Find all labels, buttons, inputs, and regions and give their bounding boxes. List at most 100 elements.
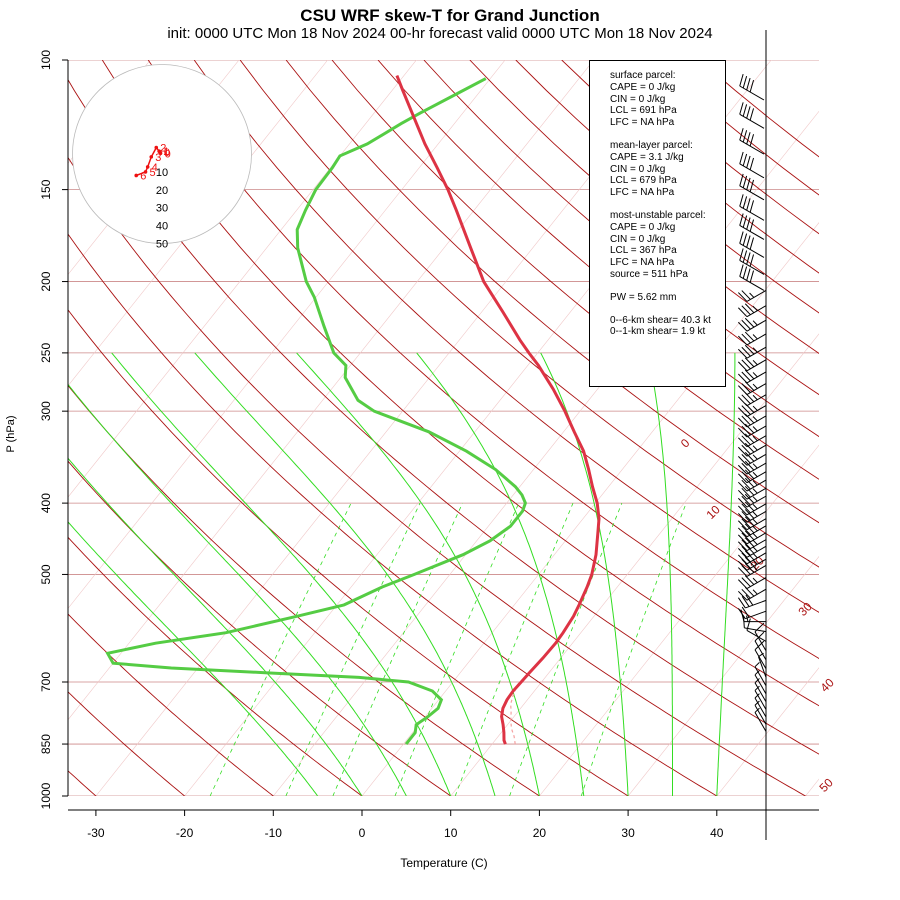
wind-barb-flag	[754, 640, 765, 651]
y-axis-label: P (hPa)	[5, 415, 17, 452]
wind-barb-flag	[742, 153, 748, 166]
wind-barb-flag	[741, 487, 751, 498]
moist-adiabat-line	[416, 352, 585, 796]
wind-barb-flag	[744, 501, 755, 512]
wind-barb-flag	[741, 319, 751, 330]
info-line: PW = 5.62 mm	[610, 291, 677, 303]
mixing-ratio-label: 1	[201, 798, 214, 810]
plot-frame	[67, 30, 819, 840]
wind-barb-flag	[739, 194, 744, 207]
wind-barb-flag	[744, 317, 755, 328]
wind-barb-shaft	[739, 185, 765, 201]
wind-barb-shaft	[746, 371, 767, 384]
wind-barb-shaft	[739, 276, 765, 291]
wind-barb-flag	[742, 130, 748, 143]
wind-barb-shaft	[754, 640, 767, 661]
wind-barb-flag	[741, 371, 751, 382]
wind-barb-half-flag	[752, 526, 758, 532]
wind-barb-flag	[742, 215, 748, 228]
moist-adiabat-line	[647, 352, 673, 796]
mixing-ratio-line	[509, 502, 623, 796]
wind-barb-flag	[739, 248, 744, 261]
wind-barb-flag	[744, 303, 755, 314]
wind-barb-half-flag	[754, 700, 760, 706]
hodograph-point	[145, 165, 150, 169]
wind-barb-flag	[739, 128, 744, 141]
wind-barb-flag	[744, 460, 755, 471]
dry-adiabat-line	[68, 78, 819, 755]
moist-adiabat-line	[716, 352, 736, 796]
info-block: most-unstable parcel: CAPE = 0 J/kg CIN = …	[610, 210, 725, 281]
isotherm-line	[95, 60, 683, 796]
wind-barb-half-flag	[752, 416, 758, 422]
wind-barb-flag	[744, 413, 755, 424]
y-tick-label: 850	[39, 734, 53, 754]
info-line: CAPE = 0 J/kg	[610, 221, 676, 233]
wind-barb-flag	[749, 200, 755, 213]
wind-barb-flag	[737, 307, 748, 318]
wind-barb-flag	[745, 594, 754, 606]
dry-adiabat-line	[68, 156, 807, 796]
wind-barb-flag	[749, 134, 755, 147]
wind-barb-flag	[742, 233, 748, 246]
wind-barb-flag	[749, 237, 755, 250]
x-axis-label: Temperature (C)	[400, 856, 487, 870]
wind-barb-half-flag	[754, 685, 760, 691]
wind-barb-flag	[737, 548, 748, 558]
dry-adiabat-line	[193, 60, 819, 613]
wind-barb-flag	[737, 292, 748, 302]
wind-barb-shaft	[739, 243, 765, 258]
wind-barb-shaft	[746, 319, 767, 332]
wind-barb-flag	[737, 335, 748, 346]
wind-barb-flag	[754, 622, 765, 633]
moist-adiabat-line	[111, 352, 452, 796]
x-tick-label: 30	[621, 826, 635, 840]
wind-barb-flag	[746, 106, 751, 119]
isotherm-line	[273, 110, 819, 796]
wind-barb-flag	[744, 563, 755, 573]
wind-barb-flag	[744, 516, 755, 527]
wind-barb-flag	[741, 539, 751, 549]
wind-barb-flag	[744, 523, 755, 534]
wind-barb-flag	[739, 213, 744, 226]
x-tick-label: 0	[359, 826, 366, 840]
dry-adiabat-line	[68, 309, 629, 796]
wind-barb-flag	[744, 485, 755, 496]
info-line: LCL = 679 hPa	[610, 175, 677, 187]
wind-barb-shaft	[754, 649, 767, 670]
mixing-ratio-line	[332, 502, 463, 796]
dry-adiabat-line	[239, 60, 819, 568]
wind-barb-half-flag	[752, 471, 758, 478]
wind-barb-flag	[741, 546, 751, 556]
info-line: CIN = 0 J/kg	[610, 93, 666, 105]
hodograph-point	[149, 155, 154, 159]
wind-barb-flag	[741, 359, 751, 370]
wind-barb-flag	[744, 493, 755, 504]
wind-barb-half-flag	[754, 678, 760, 684]
wind-barb-half-flag	[754, 670, 760, 676]
hodograph-point-label: 0	[164, 147, 170, 159]
dry-adiabat-line	[68, 460, 452, 796]
dry-adiabat-line	[68, 384, 541, 796]
wind-barb-shaft	[746, 333, 767, 346]
mixing-ratio-line	[580, 502, 687, 796]
wind-barb-flag	[749, 219, 755, 232]
wind-barb-flag	[744, 344, 755, 355]
wind-barb-flag	[742, 196, 748, 209]
wind-barb-half-flag	[752, 565, 758, 571]
moist-adiabat-line	[68, 383, 407, 796]
wind-barb-shaft	[739, 163, 765, 179]
wind-barb-flag	[741, 525, 751, 536]
wind-barb-flag	[746, 217, 751, 230]
wind-barb-half-flag	[752, 546, 758, 552]
wind-barb-flag	[739, 73, 744, 87]
isotherm-line	[68, 60, 417, 498]
wind-barb-half-flag	[752, 394, 758, 401]
wind-barb-flag	[737, 473, 748, 484]
hodograph-ring-label: 40	[156, 221, 168, 233]
wind-barb-shaft	[754, 705, 767, 725]
wind-barb-flag	[744, 537, 755, 547]
wind-barb-flag	[741, 511, 751, 521]
dry-adiabat-line	[68, 691, 186, 796]
wind-barb-flag	[737, 427, 748, 438]
